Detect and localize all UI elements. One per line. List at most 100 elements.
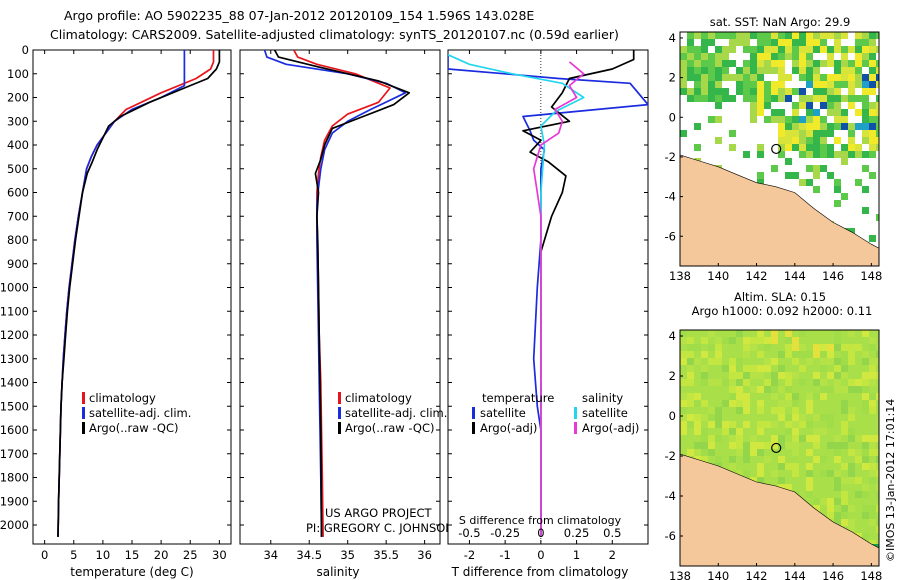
depth-tick-label: 500 bbox=[7, 162, 29, 176]
sst-cell bbox=[722, 67, 729, 74]
sla-cell bbox=[806, 477, 813, 484]
sla-xtick-label: 144 bbox=[784, 569, 806, 580]
sla-cell bbox=[820, 393, 827, 400]
sla-cell bbox=[792, 372, 799, 379]
sst-cell bbox=[778, 95, 785, 102]
depth-tick-label: 1300 bbox=[0, 352, 29, 366]
sst-cell bbox=[869, 116, 876, 123]
sla-cell bbox=[778, 435, 785, 442]
depth-tick-label: 300 bbox=[7, 114, 29, 128]
sla-cell bbox=[841, 421, 848, 428]
sla-cell bbox=[729, 428, 736, 435]
temperature-series-line-2 bbox=[57, 50, 221, 537]
sst-cell bbox=[848, 102, 855, 109]
sst-cell bbox=[694, 46, 701, 53]
sst-cell bbox=[715, 67, 722, 74]
sst-cell bbox=[701, 32, 708, 39]
sla-cell bbox=[869, 358, 876, 365]
sla-cell bbox=[771, 435, 778, 442]
sla-cell bbox=[827, 344, 834, 351]
sla-cell bbox=[841, 519, 848, 526]
sla-cell bbox=[729, 386, 736, 393]
sst-cell bbox=[834, 95, 841, 102]
depth-tick-label: 2000 bbox=[0, 518, 29, 532]
sla-cell bbox=[729, 337, 736, 344]
sst-cell bbox=[869, 81, 876, 88]
sst-cell bbox=[799, 60, 806, 67]
legend-label-s-satellite: satellite bbox=[582, 406, 628, 420]
sst-cell bbox=[806, 39, 813, 46]
sla-cell bbox=[785, 337, 792, 344]
sst-cell bbox=[778, 81, 785, 88]
legend-marker-t-satellite bbox=[472, 407, 475, 419]
sla-map-ticks: 138 140 142 144 146 148 -6 -4 -2 0 2 4 bbox=[665, 329, 883, 580]
sla-cell bbox=[708, 330, 715, 337]
sst-cell bbox=[757, 32, 764, 39]
sst-cell bbox=[806, 116, 813, 123]
sst-cell bbox=[813, 172, 820, 179]
sla-cell bbox=[715, 435, 722, 442]
sla-cell bbox=[792, 337, 799, 344]
sla-cell bbox=[778, 351, 785, 358]
sla-cell bbox=[715, 421, 722, 428]
sst-cell bbox=[778, 39, 785, 46]
difference-top-label: S difference from climatology bbox=[459, 514, 622, 527]
sla-cell bbox=[862, 491, 869, 498]
sla-cell bbox=[862, 386, 869, 393]
sla-cell bbox=[834, 379, 841, 386]
sst-cell bbox=[722, 32, 729, 39]
sst-cell bbox=[799, 88, 806, 95]
difference-xlabel: T difference from climatology bbox=[451, 565, 629, 579]
sst-cell bbox=[876, 102, 879, 109]
sst-cell bbox=[834, 186, 841, 193]
sla-cell bbox=[764, 379, 771, 386]
temperature-panel: 0 5 10 15 20 25 300100200300400500600700800900… bbox=[0, 43, 232, 579]
sst-cell bbox=[757, 74, 764, 81]
sla-cell bbox=[778, 477, 785, 484]
sst-cell bbox=[785, 95, 792, 102]
sla-cell bbox=[813, 435, 820, 442]
sla-cell bbox=[792, 400, 799, 407]
sst-cell bbox=[792, 144, 799, 151]
sla-cell bbox=[806, 435, 813, 442]
sla-cell bbox=[729, 456, 736, 463]
sst-cell bbox=[778, 53, 785, 60]
sst-cell bbox=[694, 81, 701, 88]
sla-cell bbox=[827, 512, 834, 519]
sst-cell bbox=[820, 130, 827, 137]
sst-cell bbox=[820, 165, 827, 172]
sst-cell bbox=[792, 116, 799, 123]
sla-cell bbox=[834, 484, 841, 491]
sla-cell bbox=[771, 379, 778, 386]
salinity-ticks: 34 34.5 35 35.5 36 bbox=[240, 49, 440, 562]
sst-cell bbox=[834, 32, 841, 39]
sla-cell bbox=[841, 463, 848, 470]
sla-cell bbox=[764, 442, 771, 449]
sst-cell bbox=[841, 32, 848, 39]
sst-cell bbox=[834, 39, 841, 46]
sst-cell bbox=[827, 81, 834, 88]
sla-cell bbox=[785, 414, 792, 421]
legend-label-satellite: satellite-adj. clim. bbox=[345, 406, 447, 420]
sst-cell bbox=[799, 123, 806, 130]
sla-cell bbox=[785, 484, 792, 491]
legend-label-argo: Argo(..raw -QC) bbox=[345, 421, 435, 435]
sst-cell bbox=[862, 130, 869, 137]
sst-map-area bbox=[680, 32, 879, 266]
sla-cell bbox=[792, 463, 799, 470]
sst-ytick-label: 0 bbox=[669, 110, 676, 124]
sst-cell bbox=[694, 95, 701, 102]
sst-cell bbox=[701, 74, 708, 81]
sla-cell bbox=[876, 519, 879, 526]
sst-cell bbox=[778, 123, 785, 130]
sst-cell bbox=[869, 46, 876, 53]
sst-cell bbox=[694, 60, 701, 67]
sst-cell bbox=[722, 60, 729, 67]
sst-cell bbox=[750, 46, 757, 53]
sla-cell bbox=[729, 379, 736, 386]
sst-cell bbox=[757, 46, 764, 53]
sla-argo-marker bbox=[771, 442, 782, 454]
sla-ytick-label: 2 bbox=[669, 369, 676, 383]
sst-cell bbox=[876, 144, 879, 151]
depth-tick-label: 200 bbox=[7, 91, 29, 105]
